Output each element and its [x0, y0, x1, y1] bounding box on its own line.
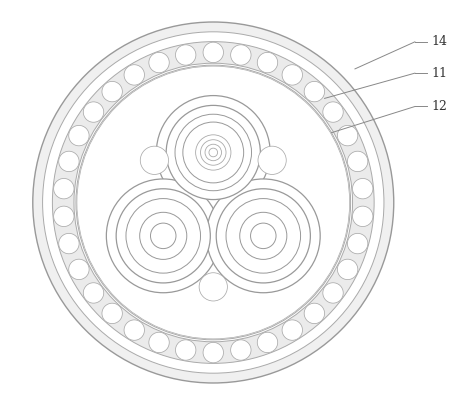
Circle shape — [205, 144, 222, 161]
Circle shape — [77, 66, 350, 339]
Circle shape — [43, 32, 384, 373]
Circle shape — [124, 320, 144, 340]
Text: 12: 12 — [431, 100, 447, 113]
Circle shape — [150, 223, 176, 249]
Circle shape — [116, 189, 210, 283]
Circle shape — [52, 42, 374, 363]
Circle shape — [258, 146, 286, 175]
Circle shape — [352, 179, 373, 199]
Circle shape — [257, 332, 278, 353]
Circle shape — [106, 179, 220, 293]
Circle shape — [209, 148, 217, 157]
Circle shape — [69, 126, 89, 146]
Circle shape — [216, 189, 311, 283]
Circle shape — [323, 283, 343, 303]
Circle shape — [282, 65, 302, 85]
Circle shape — [54, 206, 74, 226]
Circle shape — [257, 52, 278, 73]
Circle shape — [203, 342, 223, 363]
Circle shape — [124, 65, 144, 85]
Circle shape — [166, 105, 260, 200]
Circle shape — [140, 146, 168, 175]
Circle shape — [176, 340, 196, 360]
Circle shape — [102, 303, 123, 324]
Circle shape — [199, 273, 227, 301]
Circle shape — [74, 63, 353, 342]
Circle shape — [231, 45, 251, 65]
Circle shape — [337, 126, 358, 146]
Circle shape — [83, 283, 104, 303]
Circle shape — [183, 122, 244, 183]
Circle shape — [207, 179, 320, 293]
Circle shape — [149, 332, 169, 353]
Circle shape — [175, 114, 252, 191]
Text: 11: 11 — [431, 66, 447, 79]
Circle shape — [126, 198, 201, 273]
Circle shape — [54, 179, 74, 199]
Text: 14: 14 — [431, 35, 447, 48]
Circle shape — [251, 223, 276, 249]
Circle shape — [226, 198, 301, 273]
Circle shape — [69, 259, 89, 279]
Circle shape — [203, 42, 223, 63]
Circle shape — [149, 52, 169, 73]
Circle shape — [59, 151, 79, 172]
Circle shape — [83, 102, 104, 122]
Circle shape — [347, 151, 368, 172]
Circle shape — [282, 320, 302, 340]
Circle shape — [156, 96, 270, 209]
Circle shape — [304, 303, 325, 324]
Circle shape — [140, 212, 187, 259]
Circle shape — [352, 206, 373, 226]
Circle shape — [347, 233, 368, 254]
Circle shape — [323, 102, 343, 122]
Circle shape — [33, 22, 394, 383]
Circle shape — [201, 140, 226, 165]
Circle shape — [337, 259, 358, 279]
Circle shape — [304, 81, 325, 102]
Circle shape — [176, 45, 196, 65]
Circle shape — [102, 81, 123, 102]
Circle shape — [59, 233, 79, 254]
Circle shape — [76, 65, 350, 340]
Circle shape — [231, 340, 251, 360]
Circle shape — [240, 212, 287, 259]
Circle shape — [196, 135, 231, 170]
